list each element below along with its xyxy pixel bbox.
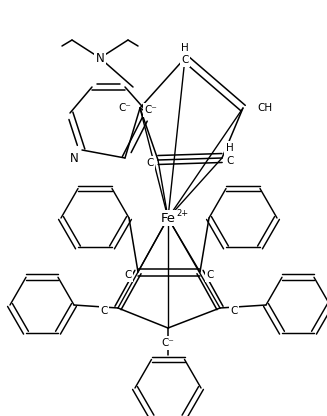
Text: 2+: 2+ [176, 209, 188, 218]
Text: CH: CH [257, 103, 273, 113]
Text: N: N [95, 52, 104, 64]
Text: C: C [230, 306, 238, 316]
Text: C⁻: C⁻ [162, 338, 174, 348]
Text: Fe: Fe [161, 211, 176, 225]
Text: C: C [181, 55, 189, 65]
Text: C: C [124, 270, 132, 280]
Text: C⁻: C⁻ [119, 103, 131, 113]
Text: H: H [226, 143, 234, 153]
Text: C: C [226, 156, 234, 166]
Text: C: C [206, 270, 214, 280]
Text: H: H [181, 43, 189, 53]
Text: C: C [100, 306, 108, 316]
Text: N: N [70, 151, 78, 164]
Text: C: C [146, 158, 154, 168]
Text: C⁻: C⁻ [145, 105, 157, 115]
